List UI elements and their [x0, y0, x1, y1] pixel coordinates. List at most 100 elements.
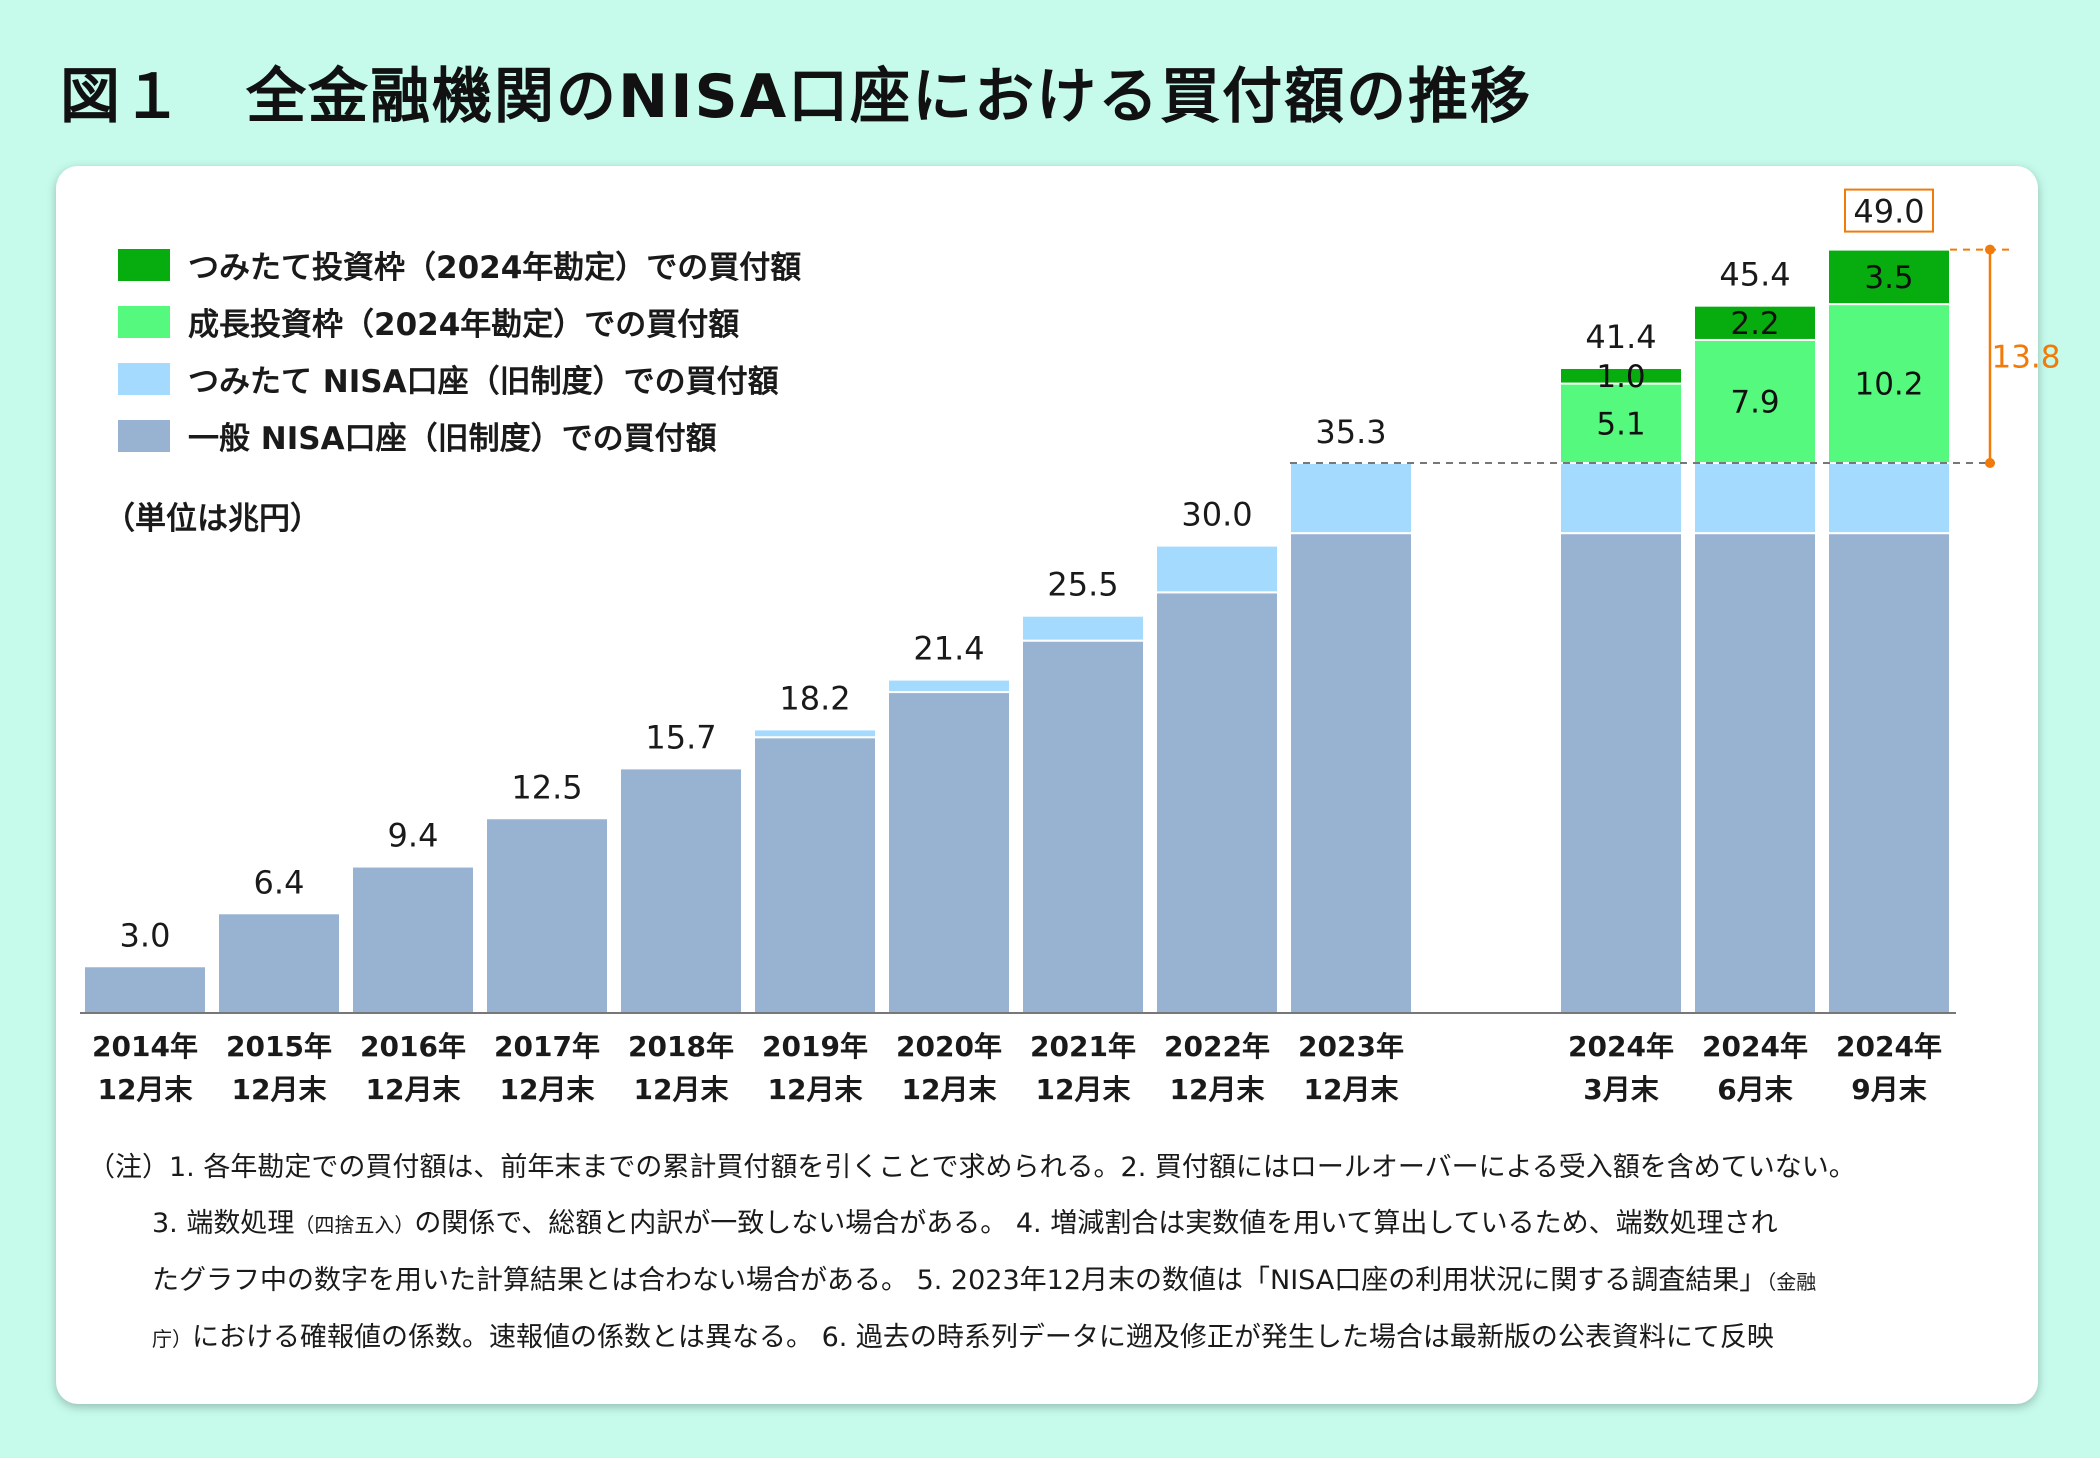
x-tick-label: 2021年 — [1030, 1030, 1136, 1063]
legend-swatch — [118, 248, 170, 281]
unit-label: （単位は兆円） — [104, 501, 321, 537]
legend-item-growth-2024: 成長投資枠（2024年勘定）での買付額 — [118, 293, 801, 350]
x-tick-label: 2024年 — [1836, 1030, 1942, 1063]
x-tick-label: 12月末 — [500, 1073, 595, 1106]
x-tick-label: 12月末 — [768, 1073, 863, 1106]
legend-swatch — [118, 419, 170, 452]
bar-segment — [1559, 382, 1683, 465]
note-line-3: たグラフ中の数字を用いた計算結果とは合わない場合がある。 5. 2023年12月… — [88, 1253, 2018, 1310]
bar-segment — [887, 691, 1011, 1014]
x-tick-label: 2023年 — [1298, 1030, 1404, 1063]
bar-segment — [1155, 544, 1279, 594]
bar-segment — [619, 767, 743, 1014]
bar-segment — [83, 965, 207, 1015]
bar-total-label: 18.2 — [779, 679, 850, 717]
total-highlight-box — [1844, 188, 1934, 233]
x-tick-label: 12月末 — [1036, 1073, 1131, 1106]
note-text: の関係で、総額と内訳が一致しない場合がある。 4. 増減割合は実数値を用いて算出… — [414, 1208, 1778, 1239]
x-tick-label: 2020年 — [896, 1030, 1002, 1063]
bar-segment — [1827, 532, 1951, 1014]
segment-value-label: 3.5 — [1864, 260, 1913, 296]
legend-swatch — [118, 362, 170, 395]
bar-segment — [1155, 591, 1279, 1015]
segment-value-label: 10.2 — [1854, 367, 1923, 403]
segment-value-label: 1.0 — [1596, 359, 1645, 395]
bar-segment — [1559, 366, 1683, 385]
bar-segment — [1559, 532, 1683, 1014]
bar-segment — [1827, 462, 1951, 535]
x-tick-label: 2014年 — [92, 1030, 198, 1063]
note-line-2: 3. 端数処理（四捨五入）の関係で、総額と内訳が一致しない場合がある。 4. 増… — [88, 1196, 2018, 1253]
bar-segment — [1693, 304, 1817, 341]
bar-segment — [753, 728, 877, 739]
bar-total-label: 49.0 — [1853, 193, 1924, 231]
legend-label: 成長投資枠（2024年勘定）での買付額 — [188, 307, 740, 343]
note-text: における確報値の係数。速報値の係数とは異なる。 6. 過去の時系列データに遡及修… — [192, 1322, 1774, 1353]
legend-label: つみたて NISA口座（旧制度）での買付額 — [188, 364, 779, 400]
segment-value-label: 5.1 — [1596, 406, 1645, 442]
bar-total-label: 9.4 — [388, 817, 439, 855]
segment-value-label: 2.2 — [1730, 306, 1779, 342]
footnotes: （注）1. 各年勘定での買付額は、前年末までの累計買付額を引くことで求められる。… — [88, 1140, 2018, 1367]
legend-label: つみたて投資枠（2024年勘定）での買付額 — [188, 250, 802, 286]
bar-segment — [1021, 639, 1145, 1014]
bar-total-label: 21.4 — [913, 630, 984, 668]
x-tick-label: 12月末 — [1304, 1073, 1399, 1106]
note-text-small: 庁） — [152, 1327, 192, 1351]
bar-segment — [1289, 532, 1413, 1014]
x-tick-label: 12月末 — [366, 1073, 461, 1106]
note-text-small: （金融 — [1766, 1270, 1817, 1294]
x-tick-label: 12月末 — [634, 1073, 729, 1106]
x-tick-label: 2017年 — [494, 1030, 600, 1063]
x-tick-label: 12月末 — [902, 1073, 997, 1106]
bar-segment — [351, 865, 475, 1014]
bar-total-label: 35.3 — [1315, 413, 1386, 451]
bar-segment — [1693, 338, 1817, 465]
legend-swatch — [118, 305, 170, 338]
bar-total-label: 41.4 — [1585, 318, 1656, 356]
page-title: 図１ 全金融機関のNISA口座における買付額の推移 — [60, 62, 1533, 132]
x-tick-label: 2016年 — [360, 1030, 466, 1063]
x-tick-label: 3月末 — [1583, 1073, 1658, 1106]
bar-total-label: 25.5 — [1047, 566, 1118, 604]
chart-legend: つみたて投資枠（2024年勘定）での買付額 成長投資枠（2024年勘定）での買付… — [118, 236, 801, 464]
segment-value-label: 7.9 — [1730, 384, 1779, 420]
legend-item-tsumitate-old: つみたて NISA口座（旧制度）での買付額 — [118, 350, 801, 407]
bar-segment — [1021, 614, 1145, 642]
bar-segment — [1693, 532, 1817, 1014]
note-text-small: （四捨五入） — [294, 1213, 415, 1237]
x-tick-label: 9月末 — [1851, 1073, 1926, 1106]
bracket-end-dot — [1985, 244, 1995, 255]
x-tick-label: 2015年 — [226, 1030, 332, 1063]
x-tick-label: 2019年 — [762, 1030, 868, 1063]
x-tick-label: 2024年 — [1568, 1030, 1674, 1063]
bar-segment — [485, 817, 609, 1014]
x-tick-label: 2024年 — [1702, 1030, 1808, 1063]
x-tick-label: 12月末 — [1170, 1073, 1265, 1106]
bar-total-label: 12.5 — [511, 768, 582, 806]
legend-item-general-old: 一般 NISA口座（旧制度）での買付額 — [118, 407, 801, 464]
bar-total-label: 45.4 — [1719, 256, 1790, 294]
note-line-1: （注）1. 各年勘定での買付額は、前年末までの累計買付額を引くことで求められる。… — [88, 1140, 2018, 1196]
bar-total-label: 30.0 — [1181, 496, 1252, 534]
x-tick-label: 12月末 — [232, 1073, 327, 1106]
note-text: 3. 端数処理 — [152, 1208, 295, 1239]
bar-segment — [887, 678, 1011, 694]
bar-segment — [1559, 462, 1683, 535]
bar-segment — [217, 912, 341, 1015]
bar-segment — [1289, 462, 1413, 535]
legend-label: 一般 NISA口座（旧制度）での買付額 — [188, 421, 717, 457]
x-tick-label: 2018年 — [628, 1030, 734, 1063]
bar-total-label: 6.4 — [254, 863, 305, 901]
note-text: （注）1. 各年勘定での買付額は、前年末までの累計買付額を引くことで求められる。… — [88, 1152, 1856, 1183]
bar-segment — [753, 736, 877, 1014]
bracket-end-dot — [1985, 458, 1995, 469]
bar-segment — [1827, 303, 1951, 465]
x-tick-label: 12月末 — [98, 1073, 193, 1106]
x-tick-label: 2022年 — [1164, 1030, 1270, 1063]
bar-segment — [1693, 462, 1817, 535]
legend-item-tsumitate-2024: つみたて投資枠（2024年勘定）での買付額 — [118, 236, 801, 293]
bar-total-label: 3.0 — [120, 916, 171, 954]
x-tick-label: 6月末 — [1717, 1073, 1792, 1106]
